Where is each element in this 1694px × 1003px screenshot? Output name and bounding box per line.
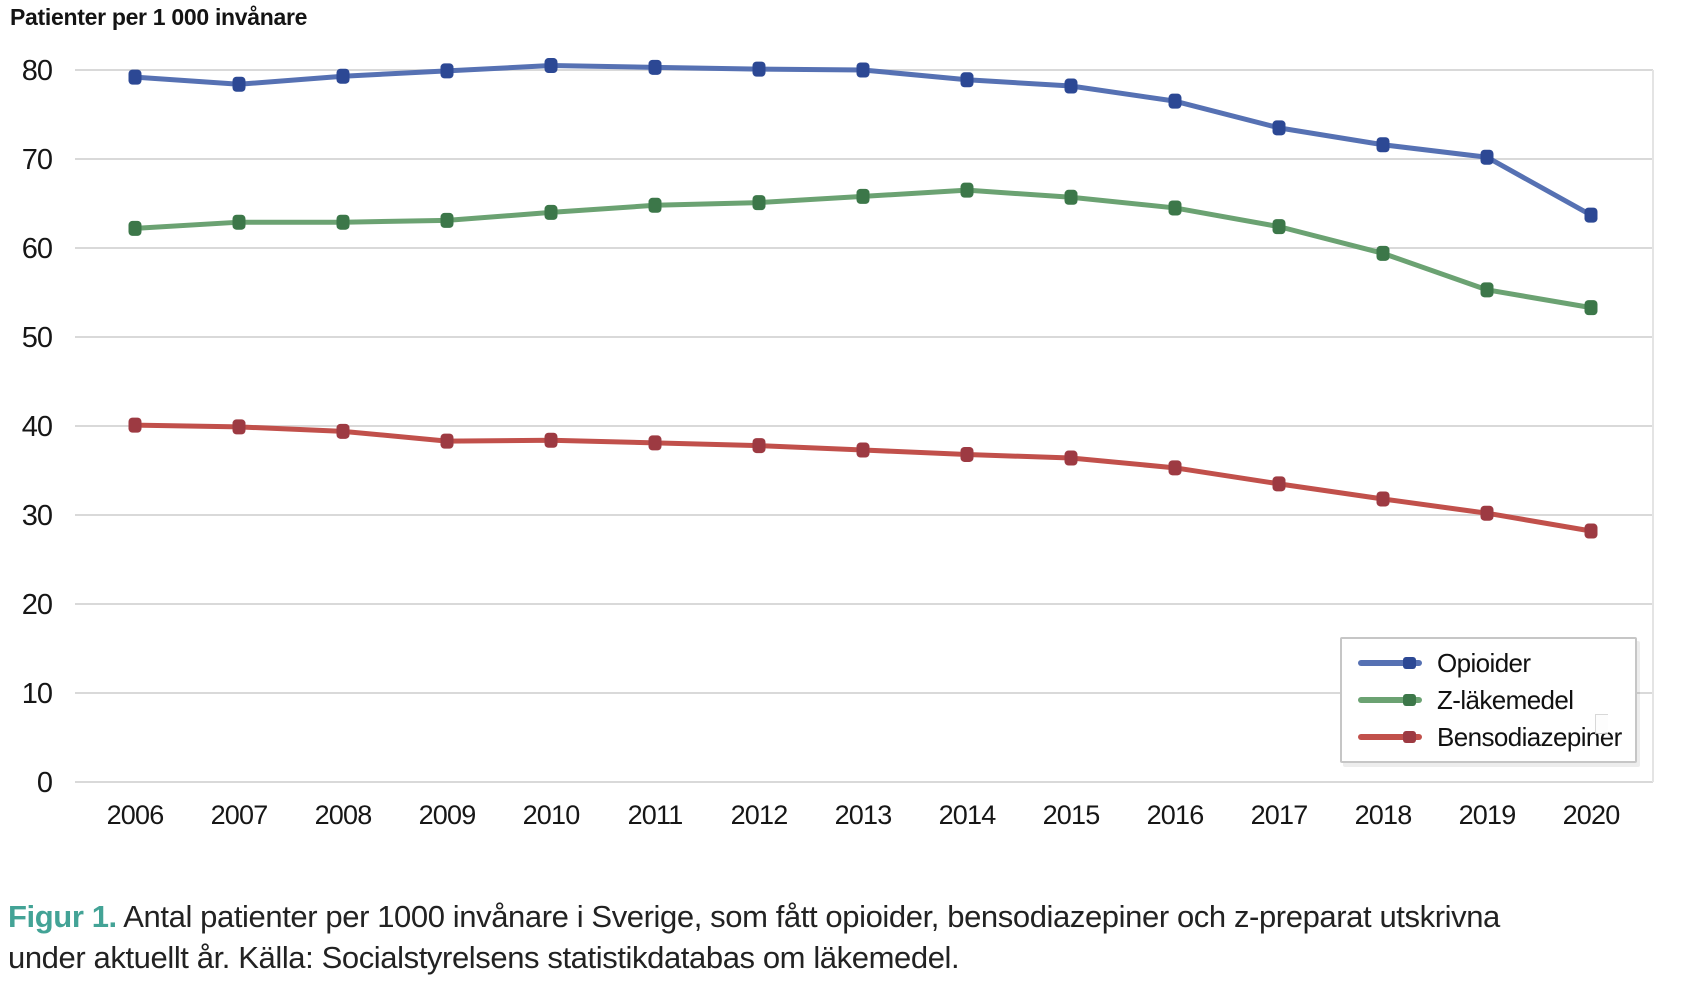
x-tick-label: 2013 (835, 800, 892, 830)
legend-line-sample (1358, 731, 1422, 743)
x-tick-label: 2009 (419, 800, 476, 830)
data-point-z-l-kemedel (1376, 245, 1390, 261)
legend-line-sample (1358, 694, 1422, 706)
data-point-opioider (232, 76, 246, 92)
legend-label: Bensodiazepiner (1437, 721, 1622, 752)
x-tick-label: 2014 (939, 800, 997, 830)
data-point-z-l-kemedel (648, 197, 662, 213)
x-tick-label: 2019 (1459, 800, 1516, 830)
data-point-z-l-kemedel (960, 182, 974, 198)
data-point-opioider (1480, 149, 1494, 165)
y-tick-label: 0 (37, 767, 52, 799)
data-point-bensodiazepiner (232, 419, 246, 435)
data-point-bensodiazepiner (1272, 476, 1286, 492)
caption-line2: under aktuellt år. Källa: Socialstyrelse… (8, 940, 960, 975)
y-tick-label: 80 (22, 55, 52, 87)
legend-item-bensodiazepiner: Bensodiazepiner (1358, 720, 1635, 754)
data-point-z-l-kemedel (1168, 200, 1182, 216)
data-point-z-l-kemedel (1584, 300, 1598, 316)
data-point-z-l-kemedel (856, 188, 870, 204)
y-tick-label: 40 (22, 411, 52, 443)
data-point-opioider (752, 61, 766, 77)
data-point-opioider (1376, 137, 1390, 153)
legend-line-sample (1358, 657, 1422, 669)
data-point-bensodiazepiner (1584, 523, 1598, 539)
legend: Opioider Z-läkemedel Bensodiazepiner (1340, 637, 1637, 763)
data-point-opioider (1584, 207, 1598, 223)
x-tick-label: 2010 (523, 800, 580, 830)
chart-title: Patienter per 1 000 invånare (10, 4, 308, 30)
data-point-z-l-kemedel (440, 212, 454, 228)
data-point-bensodiazepiner (1376, 491, 1390, 507)
x-tick-label: 2008 (315, 800, 372, 830)
x-tick-label: 2006 (107, 800, 164, 830)
y-tick-label: 20 (22, 589, 52, 621)
x-tick-label: 2011 (628, 800, 683, 830)
data-point-z-l-kemedel (752, 195, 766, 211)
x-tick-label: 2016 (1147, 800, 1204, 830)
x-tick-label: 2015 (1043, 800, 1100, 830)
data-point-bensodiazepiner (856, 442, 870, 458)
data-point-z-l-kemedel (232, 214, 246, 230)
data-point-z-l-kemedel (1480, 282, 1494, 298)
x-tick-label: 2007 (211, 800, 268, 830)
data-point-opioider (440, 63, 454, 79)
data-point-opioider (544, 58, 558, 74)
data-point-opioider (648, 59, 662, 75)
legend-label: Opioider (1437, 647, 1531, 678)
data-point-bensodiazepiner (336, 423, 350, 439)
data-point-opioider (128, 69, 142, 85)
data-point-bensodiazepiner (1480, 505, 1494, 521)
y-tick-label: 50 (22, 322, 52, 354)
x-tick-label: 2018 (1355, 800, 1412, 830)
data-point-z-l-kemedel (1064, 189, 1078, 205)
x-tick-label: 2020 (1563, 800, 1620, 830)
data-point-bensodiazepiner (440, 433, 454, 449)
data-point-bensodiazepiner (752, 438, 766, 454)
legend-marker (1403, 731, 1416, 743)
data-point-opioider (1272, 120, 1286, 136)
legend-marker (1403, 694, 1416, 706)
x-tick-label: 2017 (1251, 800, 1308, 830)
x-tick-label: 2012 (731, 800, 788, 830)
legend-label: Z-läkemedel (1437, 684, 1574, 715)
legend-marker (1403, 657, 1416, 669)
caption-line1: Antal patienter per 1000 invånare i Sver… (116, 899, 1500, 934)
legend-artifact-mark (1595, 714, 1608, 734)
line-chart: 0 10 20 30 40 50 60 70 80 2006 2007 2008 2009 2010 201… (22, 55, 1654, 830)
y-tick-label: 70 (22, 144, 52, 176)
data-point-z-l-kemedel (336, 214, 350, 230)
data-point-bensodiazepiner (960, 446, 974, 462)
y-tick-label: 10 (22, 678, 52, 710)
y-tick-label: 30 (22, 500, 52, 532)
data-point-bensodiazepiner (544, 432, 558, 448)
legend-item-z-l-kemedel: Z-läkemedel (1358, 683, 1635, 717)
data-point-opioider (1064, 78, 1078, 94)
data-point-z-l-kemedel (544, 204, 558, 220)
data-point-opioider (1168, 93, 1182, 109)
y-tick-label: 60 (22, 233, 52, 265)
data-point-opioider (960, 72, 974, 88)
caption-label: Figur 1. (8, 899, 117, 934)
data-point-bensodiazepiner (1064, 450, 1078, 466)
data-point-opioider (336, 68, 350, 84)
data-point-opioider (856, 62, 870, 78)
legend-item-opioider: Opioider (1358, 646, 1635, 680)
data-point-bensodiazepiner (128, 417, 142, 433)
data-point-bensodiazepiner (648, 435, 662, 451)
figure-caption: Figur 1. Antal patienter per 1000 invåna… (8, 896, 1694, 978)
data-point-z-l-kemedel (128, 220, 142, 236)
data-point-bensodiazepiner (1168, 460, 1182, 476)
data-point-z-l-kemedel (1272, 219, 1286, 235)
figure: 0 10 20 30 40 50 60 70 80 2006 2007 2008 2009 2010 201… (10, 4, 1654, 830)
